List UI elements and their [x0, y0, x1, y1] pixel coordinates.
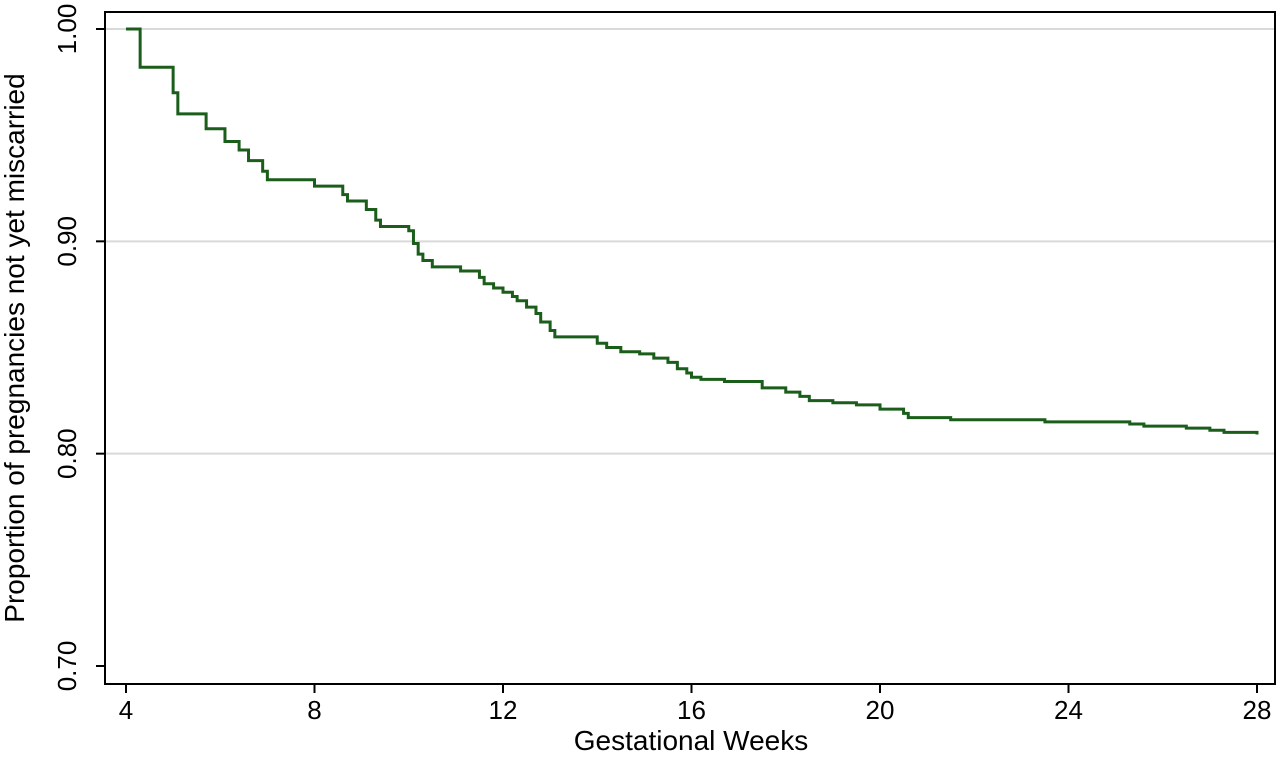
- plot-frame: [104, 11, 1276, 685]
- y-tick-label: 1.00: [52, 4, 82, 55]
- gridlines: [106, 28, 1274, 455]
- x-tick-label: 16: [677, 695, 706, 725]
- x-tick-label: 4: [119, 695, 133, 725]
- y-tick-label: 0.70: [52, 641, 82, 692]
- x-axis-label: Gestational Weeks: [574, 725, 809, 756]
- survival-curve: [126, 27, 1259, 435]
- x-tick-label: 20: [866, 695, 895, 725]
- x-tick-label: 28: [1243, 695, 1272, 725]
- x-tick-label: 12: [489, 695, 518, 725]
- x-tick-label: 8: [307, 695, 321, 725]
- axis-ticks: 4 8 12 16 20 24 28 0.70 0.80 0.90 1.00: [52, 4, 1271, 725]
- x-tick-label: 24: [1054, 695, 1083, 725]
- y-axis-label: Proportion of pregnancies not yet miscar…: [0, 73, 30, 622]
- y-tick-label: 0.80: [52, 428, 82, 479]
- series-layer: [126, 27, 1259, 435]
- y-tick-label: 0.90: [52, 216, 82, 267]
